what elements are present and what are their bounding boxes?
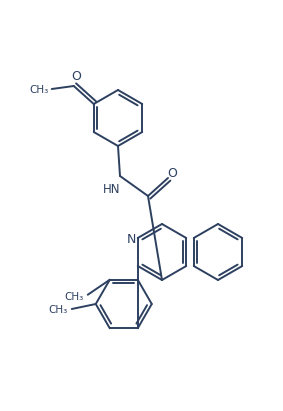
Text: N: N: [127, 233, 136, 245]
Text: O: O: [167, 166, 177, 180]
Text: CH₃: CH₃: [65, 292, 84, 302]
Text: HN: HN: [103, 183, 121, 196]
Text: CH₃: CH₃: [48, 305, 68, 315]
Text: O: O: [71, 69, 81, 83]
Text: CH₃: CH₃: [29, 85, 49, 95]
